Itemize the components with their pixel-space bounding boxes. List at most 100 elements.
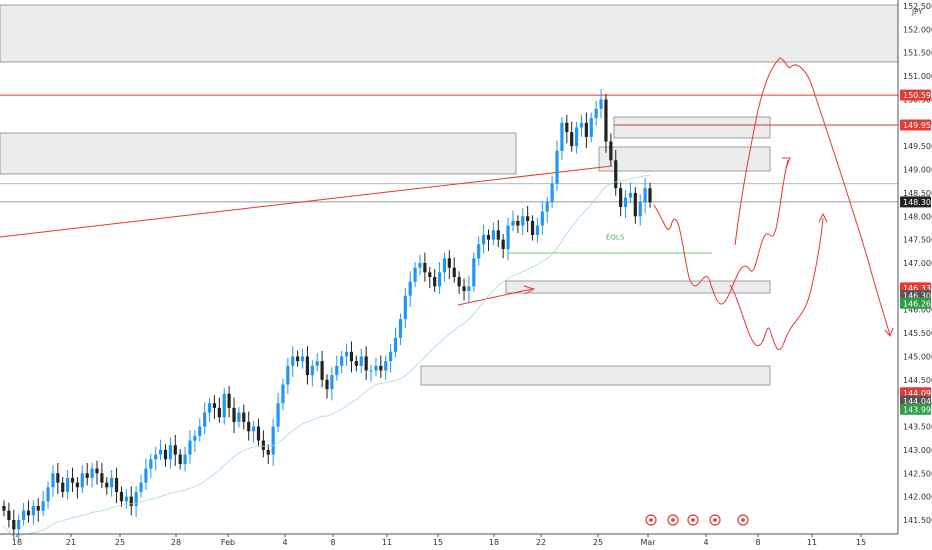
time-tick-label: 11 — [382, 538, 392, 547]
candle-body — [428, 272, 431, 277]
candle — [325, 374, 328, 398]
candle-body — [37, 506, 40, 511]
candle-body — [311, 366, 314, 375]
candle-body — [12, 520, 15, 529]
candle-body — [384, 361, 387, 370]
candle — [301, 349, 304, 369]
candle-body — [95, 469, 98, 474]
candle — [252, 421, 255, 442]
projection-path-b — [735, 58, 890, 335]
candle-body — [281, 384, 284, 403]
candle-body — [438, 272, 441, 286]
candle-body — [257, 427, 260, 441]
zone-box-1 — [0, 133, 516, 174]
event-marker-icon[interactable] — [668, 515, 678, 525]
candle-body — [590, 118, 593, 137]
time-tick-label: 18 — [489, 538, 499, 547]
candle-body — [394, 338, 397, 352]
candle — [404, 288, 407, 329]
candle-body — [443, 258, 446, 272]
price-axis[interactable]: 152.500152.000151.500151.000150.500150.0… — [903, 2, 932, 525]
candle-body — [42, 501, 45, 510]
candle-body — [365, 356, 368, 370]
candle-body — [644, 188, 647, 202]
time-axis[interactable]: 18 21 25 28 Feb 4 8 11 15 18 22 25 Mar 4 8 11 15 — [12, 534, 866, 547]
candle-body — [374, 366, 377, 371]
candle-body — [399, 319, 402, 338]
candle-body — [66, 478, 69, 492]
candle — [389, 344, 392, 373]
candle — [418, 255, 421, 275]
price-tick-label: 141.500 — [903, 516, 932, 525]
candle — [95, 461, 98, 485]
candle-body — [350, 352, 353, 361]
candle-body — [330, 375, 333, 389]
candle — [467, 276, 470, 302]
candle-body — [120, 492, 123, 501]
candle-body — [472, 258, 475, 286]
candle-body — [51, 473, 54, 487]
candle — [2, 500, 5, 516]
candle — [32, 500, 35, 524]
candle — [120, 486, 123, 507]
candle-body — [497, 230, 500, 239]
candle — [125, 489, 128, 509]
candle — [286, 358, 289, 394]
candle — [61, 477, 64, 498]
candle — [115, 468, 118, 504]
candle-body — [2, 506, 5, 511]
candle-body — [7, 511, 10, 520]
candle-body — [228, 394, 231, 408]
candle-body — [32, 506, 35, 515]
supply-demand-zones — [0, 5, 898, 385]
event-marker-icon[interactable] — [738, 515, 748, 525]
candle-body — [183, 455, 186, 464]
candle — [257, 419, 260, 447]
price-tick-label: 149.500 — [903, 142, 932, 151]
candle-body — [135, 492, 138, 506]
candle — [335, 356, 338, 381]
candle — [130, 486, 133, 515]
candle-body — [369, 370, 372, 371]
candle-body — [321, 361, 324, 380]
candle-body — [531, 221, 534, 235]
candle — [56, 463, 59, 494]
candle — [531, 215, 534, 240]
candle-body — [355, 361, 358, 366]
candle-body — [208, 403, 211, 412]
candle-body — [174, 445, 177, 454]
event-marker-dot — [691, 518, 695, 522]
candle-body — [105, 483, 108, 488]
price-tick-label: 148.000 — [903, 212, 932, 221]
candle-body — [492, 230, 495, 239]
event-marker-icon[interactable] — [710, 515, 720, 525]
candle — [541, 201, 544, 235]
time-tick-label: 22 — [536, 538, 546, 547]
candle-body — [521, 216, 524, 225]
candle — [164, 444, 167, 466]
candle-body — [144, 469, 147, 483]
candle-body — [551, 184, 554, 203]
candle — [521, 208, 524, 235]
candle — [595, 101, 598, 126]
candle — [139, 475, 142, 498]
candle — [316, 353, 319, 371]
candle-body — [639, 202, 642, 216]
event-marker-icon[interactable] — [688, 515, 698, 525]
candle-body — [360, 356, 363, 365]
candle — [604, 94, 607, 153]
candle-body — [213, 403, 216, 408]
candle — [223, 388, 226, 424]
candle-body — [614, 160, 617, 188]
candle — [311, 360, 314, 386]
candle-body — [511, 221, 514, 226]
time-tick-label: 11 — [807, 538, 817, 547]
zone-box-5 — [421, 366, 770, 385]
event-marker-icon[interactable] — [646, 515, 656, 525]
time-tick-label: 28 — [171, 538, 181, 547]
price-tag: 143.998 — [900, 404, 932, 415]
candle — [345, 344, 348, 366]
candle-body — [585, 123, 588, 137]
candle-body — [252, 427, 255, 432]
candle-body — [90, 469, 93, 478]
